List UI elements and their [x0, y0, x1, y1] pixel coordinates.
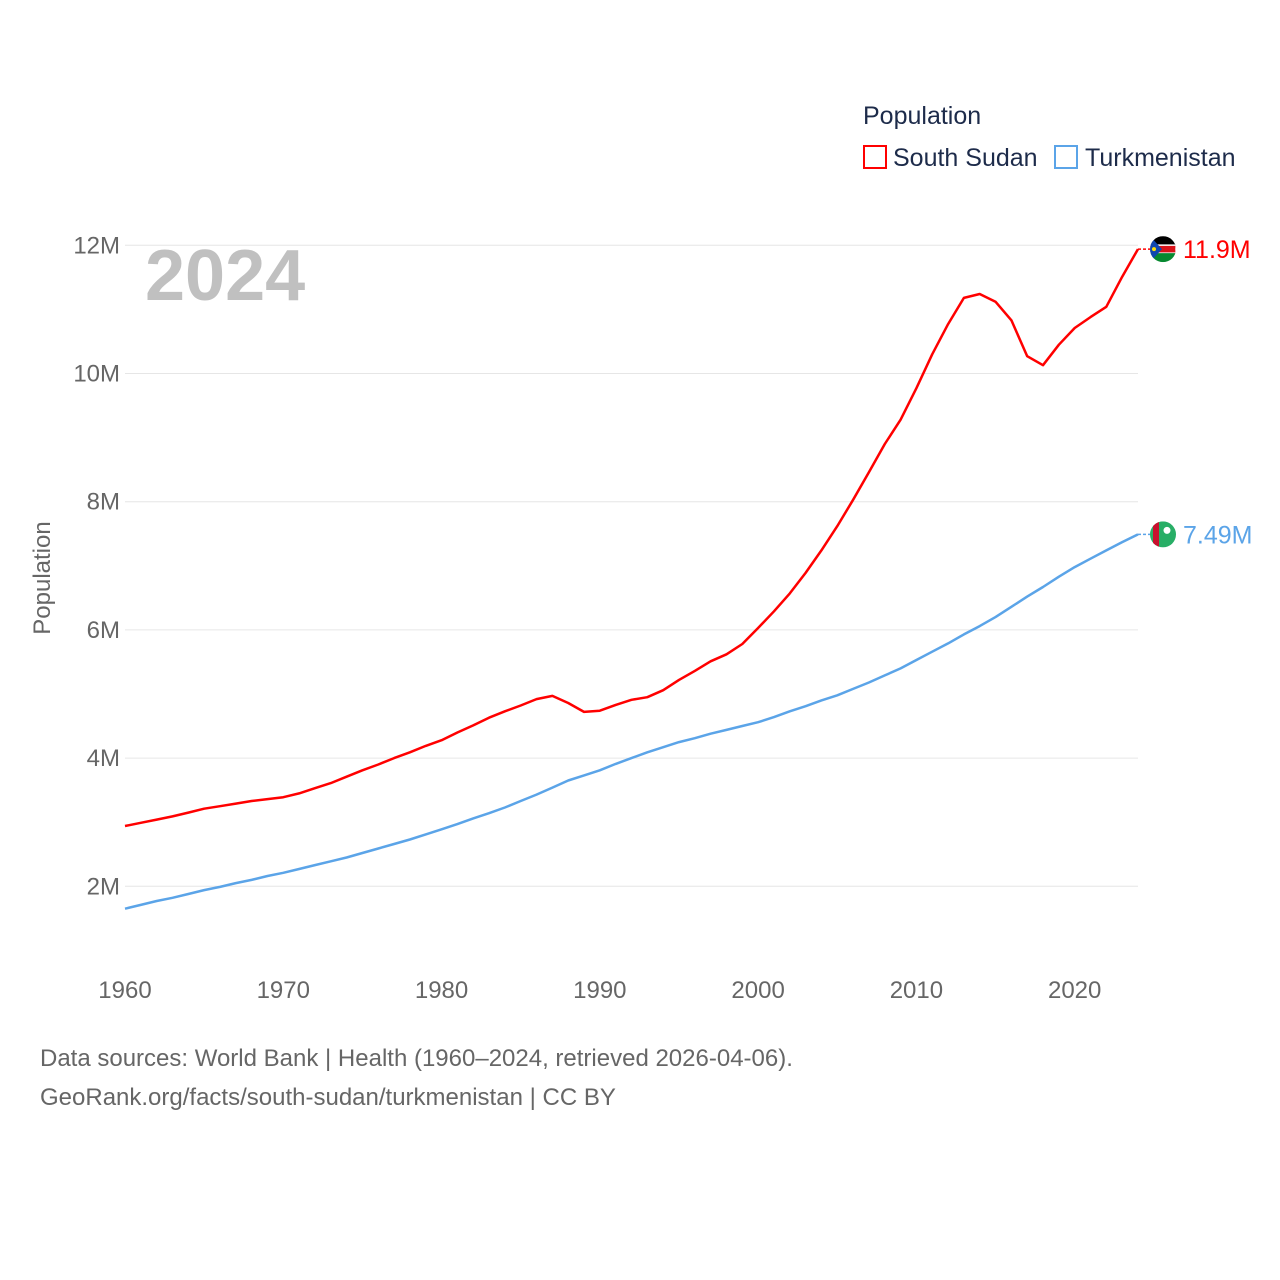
legend-item-turkmenistan[interactable]: Turkmenistan	[1054, 144, 1236, 172]
y-tick-label: 10M	[73, 361, 120, 388]
x-tick-label: 1980	[415, 977, 468, 1004]
x-tick-label: 1970	[257, 977, 310, 1004]
y-axis-label: Population	[29, 521, 56, 634]
flag-turkmenistan-icon	[1150, 521, 1176, 548]
y-tick-label: 8M	[87, 489, 120, 516]
y-tick-label: 4M	[87, 745, 120, 772]
y-tick-label: 12M	[73, 232, 120, 259]
flag-south-sudan-icon	[1150, 236, 1176, 263]
x-tick-label: 1960	[98, 977, 151, 1004]
footer-link[interactable]: GeoRank.org/facts/south-sudan/turkmenist…	[40, 1084, 616, 1111]
series-line-turkmenistan	[124, 533, 1139, 910]
y-tick-label: 2M	[87, 873, 120, 900]
y-tick-label: 6M	[87, 617, 120, 644]
legend-swatch-turkmenistan	[1054, 145, 1078, 169]
end-value-label-south-sudan: 11.9M	[1183, 236, 1251, 264]
legend-label-south-sudan: South Sudan	[893, 144, 1038, 172]
x-tick-label: 2010	[890, 977, 943, 1004]
year-watermark: 2024	[145, 236, 305, 316]
legend-label-turkmenistan: Turkmenistan	[1085, 144, 1236, 172]
legend-swatch-south-sudan	[863, 145, 887, 169]
x-tick-label: 1990	[573, 977, 626, 1004]
legend-item-south-sudan[interactable]: South Sudan	[863, 144, 1038, 172]
series-line-south-sudan	[124, 248, 1140, 828]
x-tick-label: 2000	[731, 977, 784, 1004]
x-tick-label: 2020	[1048, 977, 1101, 1004]
footer-sources: Data sources: World Bank | Health (1960–…	[40, 1045, 793, 1072]
end-value-label-turkmenistan: 7.49M	[1183, 521, 1252, 549]
legend-title: Population	[863, 102, 981, 130]
